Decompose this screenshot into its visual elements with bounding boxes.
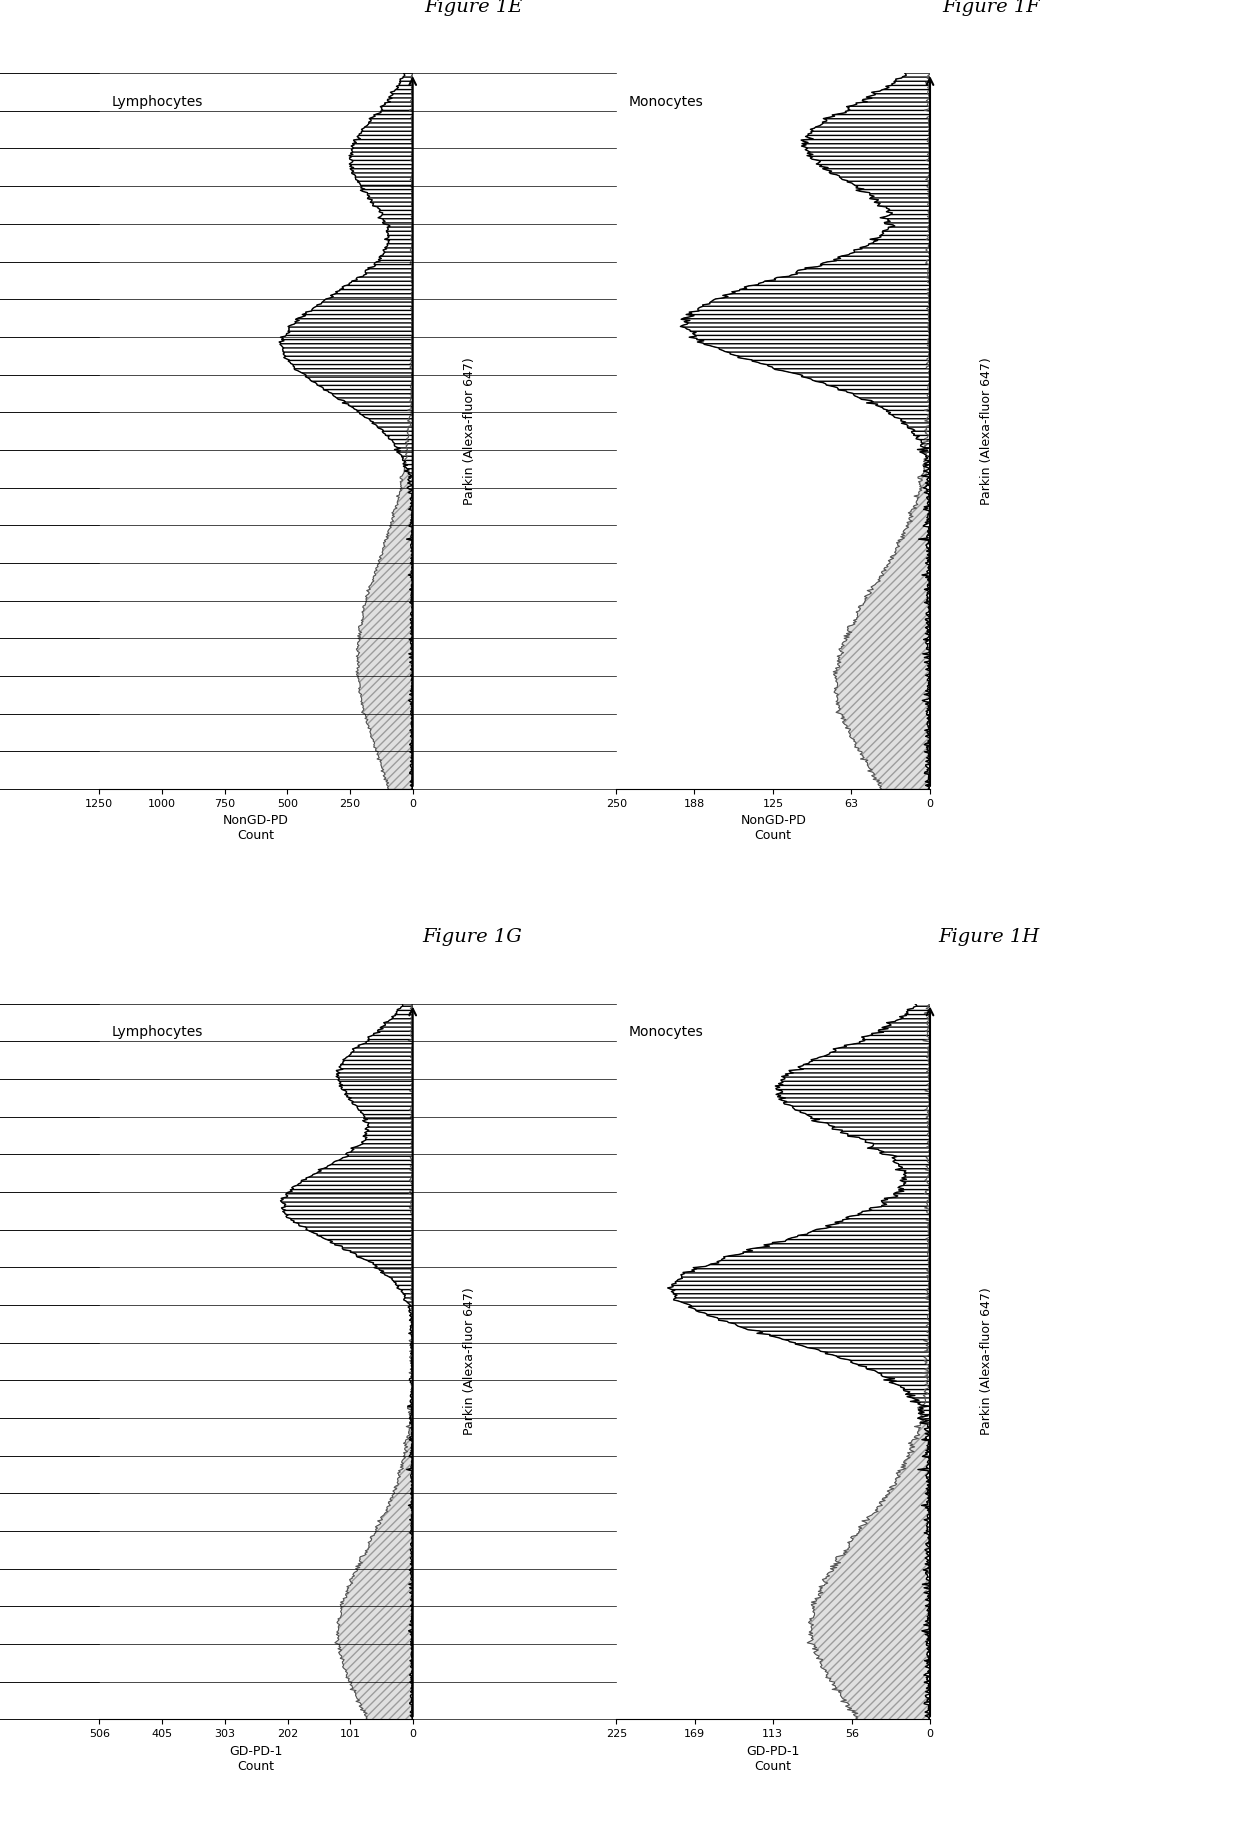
Text: Monocytes: Monocytes — [629, 95, 704, 108]
Text: Parkin (Alexa-fluor 647): Parkin (Alexa-fluor 647) — [980, 1288, 993, 1436]
Text: Lymphocytes: Lymphocytes — [112, 95, 203, 108]
Text: Parkin (Alexa-fluor 647): Parkin (Alexa-fluor 647) — [463, 1288, 476, 1436]
Text: Figure 1F: Figure 1F — [942, 0, 1039, 16]
X-axis label: NonGD-PD
Count: NonGD-PD Count — [740, 814, 806, 841]
Text: Parkin (Alexa-fluor 647): Parkin (Alexa-fluor 647) — [980, 357, 993, 505]
Text: Lymphocytes: Lymphocytes — [112, 1024, 203, 1039]
X-axis label: NonGD-PD
Count: NonGD-PD Count — [223, 814, 289, 841]
Text: Parkin (Alexa-fluor 647): Parkin (Alexa-fluor 647) — [463, 357, 476, 505]
X-axis label: GD-PD-1
Count: GD-PD-1 Count — [746, 1745, 800, 1772]
Text: Figure 1G: Figure 1G — [423, 929, 522, 946]
Text: Monocytes: Monocytes — [629, 1024, 704, 1039]
Text: Figure 1H: Figure 1H — [939, 929, 1039, 946]
X-axis label: GD-PD-1
Count: GD-PD-1 Count — [229, 1745, 283, 1772]
Text: Figure 1E: Figure 1E — [424, 0, 522, 16]
